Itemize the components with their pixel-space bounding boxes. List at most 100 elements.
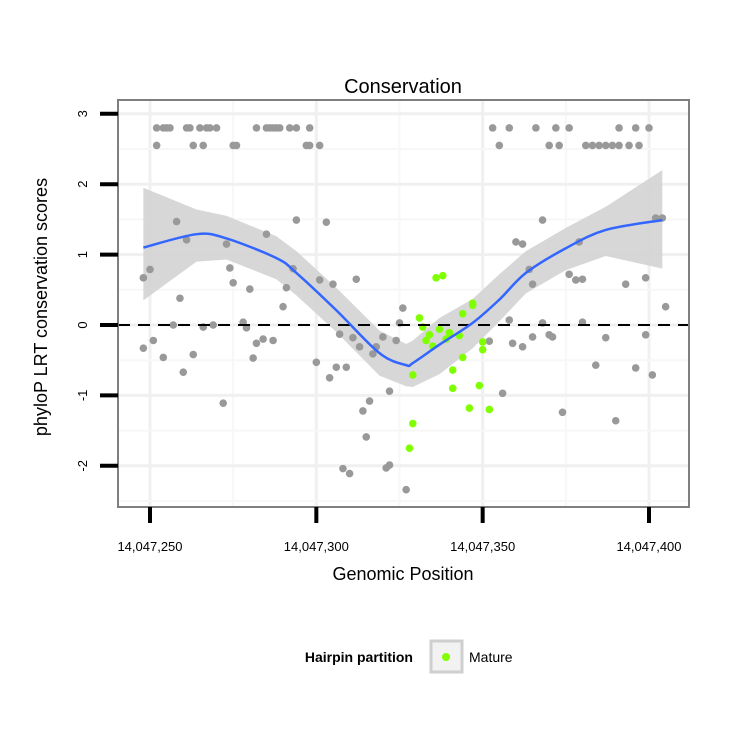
point-other [641, 274, 650, 282]
point-other [611, 416, 620, 425]
point-other [282, 283, 291, 292]
point-other [252, 339, 261, 348]
point-other [222, 240, 231, 248]
point-other [325, 374, 334, 382]
legend-label-mature: Mature [469, 649, 513, 665]
point-other [305, 141, 314, 150]
point-other [179, 368, 188, 376]
point-other [558, 408, 567, 417]
point-other [182, 236, 191, 244]
legend: Hairpin partition Mature [305, 639, 513, 674]
point-other [565, 270, 573, 279]
point-other [625, 141, 633, 150]
point-other [322, 218, 331, 227]
point-other [661, 302, 670, 311]
point-other [196, 124, 204, 132]
point-mature [465, 404, 474, 412]
point-other [349, 333, 357, 342]
point-mature [409, 371, 417, 379]
point-other [615, 141, 623, 150]
point-other [641, 331, 650, 339]
point-other [528, 280, 537, 288]
point-other [139, 344, 148, 353]
point-mature [415, 314, 424, 322]
y-tick-label: 1 [75, 251, 90, 258]
y-tick-label: 3 [75, 110, 90, 117]
point-other [578, 275, 587, 284]
x-tick-label: 14,047,250 [117, 539, 182, 554]
y-tick-label: 0 [75, 321, 90, 328]
point-other [505, 124, 514, 132]
x-tick-label: 14,047,400 [616, 539, 681, 554]
point-other [315, 141, 324, 150]
point-other [335, 330, 344, 338]
point-other [508, 339, 517, 348]
panel-border [117, 99, 690, 508]
legend-mature-marker [442, 653, 450, 661]
point-other [292, 216, 301, 224]
point-other [279, 302, 287, 311]
point-other [262, 230, 271, 238]
point-other [635, 141, 643, 150]
smooth-curve [143, 218, 663, 368]
point-other [199, 141, 208, 150]
point-other [189, 350, 198, 359]
point-other [488, 124, 497, 132]
point-other [249, 354, 257, 362]
point-other [601, 141, 610, 150]
point-other [355, 343, 364, 351]
point-other [512, 238, 520, 246]
point-other [399, 304, 407, 312]
point-other [246, 285, 254, 293]
point-mature [445, 328, 454, 337]
point-other [518, 240, 527, 248]
point-other [385, 387, 394, 395]
point-other [229, 278, 237, 287]
point-other [565, 124, 573, 132]
x-tick-label: 14,047,300 [284, 539, 349, 554]
point-other [169, 321, 178, 329]
points [139, 124, 670, 494]
point-mature [468, 301, 477, 310]
point-mature [438, 271, 447, 280]
point-other [226, 264, 234, 272]
point-other [532, 124, 540, 132]
point-other [379, 333, 387, 341]
point-other [329, 280, 337, 288]
point-mature [478, 338, 487, 346]
point-other [259, 335, 267, 343]
point-other [588, 141, 597, 150]
point-other [345, 469, 354, 478]
point-other [305, 124, 314, 132]
point-other [232, 141, 241, 150]
y-tick-label: -1 [75, 390, 90, 402]
point-other [176, 294, 184, 303]
point-other [139, 274, 148, 282]
point-other [645, 124, 653, 132]
point-other [209, 321, 218, 329]
point-other [269, 336, 277, 345]
point-other [495, 141, 504, 150]
x-axis-title: Genomic Position [332, 564, 473, 584]
point-other [206, 124, 214, 132]
point-mature [405, 444, 414, 453]
point-other [292, 124, 301, 132]
point-mature [435, 325, 444, 334]
legend-title: Hairpin partition [305, 649, 413, 665]
point-other [648, 371, 657, 379]
point-mature [425, 331, 434, 339]
point-other [552, 124, 560, 132]
point-other [339, 464, 347, 473]
point-other [545, 141, 553, 150]
point-other [548, 333, 557, 341]
point-other [352, 275, 361, 284]
point-other [621, 280, 630, 288]
y-tick-label: -2 [75, 460, 90, 472]
point-other [601, 333, 610, 342]
point-other [538, 216, 547, 224]
point-other [365, 397, 374, 405]
point-other [595, 141, 603, 150]
point-other [342, 363, 351, 372]
point-other [369, 350, 377, 358]
